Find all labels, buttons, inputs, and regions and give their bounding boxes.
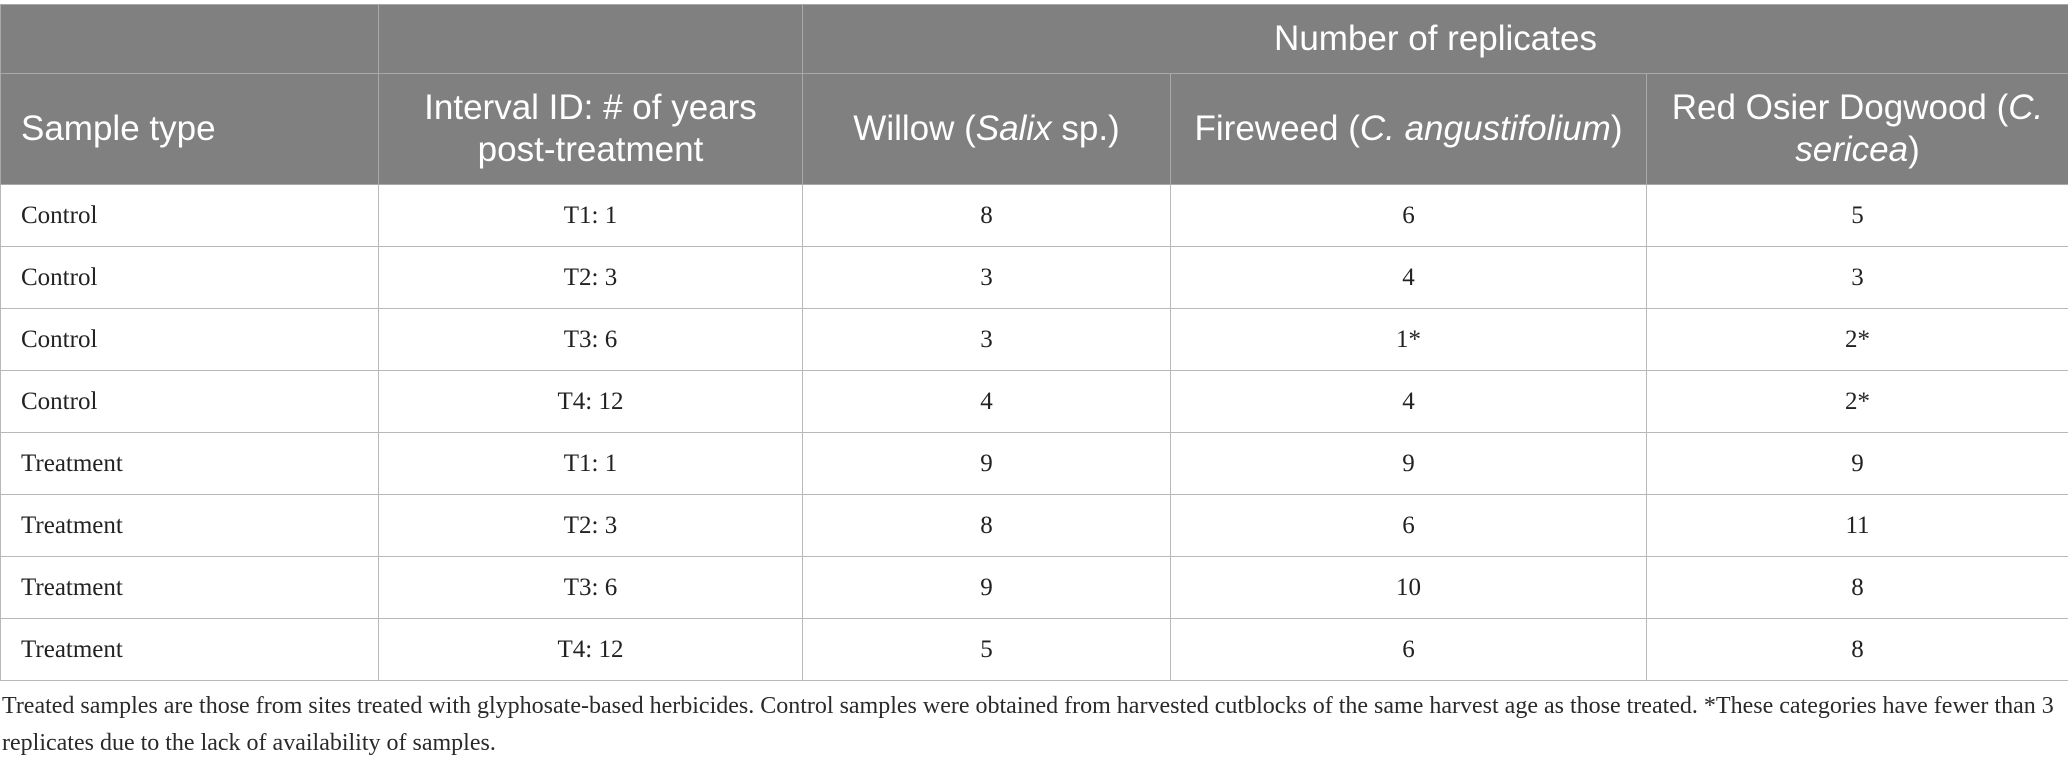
dogwood-cell: 11: [1645, 494, 2068, 557]
interval-cell: T3: 6: [378, 556, 803, 619]
interval-cell: T2: 3: [378, 246, 803, 309]
dogwood-cell: 8: [1645, 618, 2068, 681]
fireweed-header-post: ): [1610, 109, 1623, 148]
willow-cell: 4: [802, 370, 1171, 433]
header-columns-row: Sample type Interval ID: # of years post…: [0, 73, 2068, 185]
sample-type-cell: Control: [0, 370, 379, 433]
replicates-table: Number of replicates Sample type Interva…: [0, 4, 2068, 681]
table-row: Control T4: 12 4 4 2*: [0, 370, 2068, 433]
willow-cell: 9: [802, 556, 1171, 619]
sample-type-cell: Treatment: [0, 618, 379, 681]
fireweed-cell: 6: [1170, 184, 1647, 247]
dogwood-cell: 8: [1645, 556, 2068, 619]
number-of-replicates-header: Number of replicates: [801, 4, 2068, 74]
interval-cell: T4: 12: [378, 618, 803, 681]
fireweed-header: Fireweed (C. angustifolium): [1170, 73, 1647, 185]
willow-cell: 3: [802, 246, 1171, 309]
willow-header: Willow (Salix sp.): [802, 73, 1171, 185]
fireweed-cell: 6: [1170, 494, 1647, 557]
willow-cell: 3: [802, 308, 1171, 371]
dogwood-cell: 2*: [1645, 370, 2068, 433]
sample-type-cell: Control: [0, 308, 379, 371]
fireweed-cell: 6: [1170, 618, 1647, 681]
fireweed-cell: 9: [1170, 432, 1647, 495]
header-group-row: Number of replicates: [0, 4, 2068, 74]
interval-cell: T1: 1: [378, 432, 803, 495]
fireweed-header-italic: C. angustifolium: [1359, 109, 1611, 148]
willow-header-post: sp.): [1051, 109, 1120, 148]
table-row: Treatment T2: 3 8 6 11: [0, 494, 2068, 557]
dogwood-header-post: ): [1908, 130, 1920, 169]
table-row: Control T1: 1 8 6 5: [0, 184, 2068, 247]
willow-cell: 8: [802, 184, 1171, 247]
sample-type-cell: Treatment: [0, 494, 379, 557]
fireweed-cell: 1*: [1170, 308, 1647, 371]
table-footnote: Treated samples are those from sites tre…: [2, 693, 2054, 756]
dogwood-header-italic: C. sericea: [1795, 88, 2044, 169]
fireweed-cell: 4: [1170, 246, 1647, 309]
table-row: Treatment T1: 1 9 9 9: [0, 432, 2068, 495]
willow-header-italic: Salix: [975, 109, 1052, 148]
table-header: Number of replicates Sample type Interva…: [0, 4, 2068, 185]
header-blank-cell: [0, 4, 379, 74]
table-row: Control T2: 3 3 4 3: [0, 246, 2068, 309]
fireweed-cell: 4: [1170, 370, 1647, 433]
dogwood-header: Red Osier Dogwood (C. sericea): [1645, 73, 2068, 185]
header-blank-cell: [378, 4, 803, 74]
table-body: Control T1: 1 8 6 5 Control T2: 3 3 4 3 …: [0, 184, 2068, 681]
interval-cell: T1: 1: [378, 184, 803, 247]
dogwood-cell: 9: [1645, 432, 2068, 495]
table-row: Control T3: 6 3 1* 2*: [0, 308, 2068, 371]
willow-header-pre: Willow (: [853, 109, 976, 148]
fireweed-header-pre: Fireweed (: [1194, 109, 1360, 148]
table-row: Treatment T4: 12 5 6 8: [0, 618, 2068, 681]
sample-type-cell: Control: [0, 184, 379, 247]
dogwood-header-pre: Red Osier Dogwood (: [1671, 88, 2009, 127]
interval-cell: T4: 12: [378, 370, 803, 433]
dogwood-cell: 3: [1645, 246, 2068, 309]
sample-type-cell: Treatment: [0, 432, 379, 495]
dogwood-cell: 5: [1645, 184, 2068, 247]
sample-type-cell: Control: [0, 246, 379, 309]
fireweed-cell: 10: [1170, 556, 1647, 619]
willow-cell: 8: [802, 494, 1171, 557]
willow-cell: 9: [802, 432, 1171, 495]
sample-type-cell: Treatment: [0, 556, 379, 619]
interval-cell: T3: 6: [378, 308, 803, 371]
dogwood-cell: 2*: [1645, 308, 2068, 371]
interval-cell: T2: 3: [378, 494, 803, 557]
sample-type-header: Sample type: [0, 73, 379, 185]
table-row: Treatment T3: 6 9 10 8: [0, 556, 2068, 619]
willow-cell: 5: [802, 618, 1171, 681]
interval-header: Interval ID: # of years post-treatment: [378, 73, 803, 185]
